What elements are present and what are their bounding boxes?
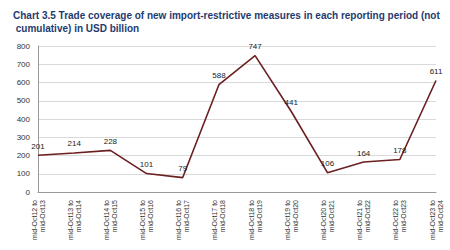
- svg-text:Chart 3.5 Trade coverage of ne: Chart 3.5 Trade coverage of new import-r…: [13, 10, 440, 21]
- svg-text:201: 201: [31, 142, 45, 151]
- svg-text:mid-Oct19: mid-Oct19: [256, 200, 263, 232]
- svg-text:mid-Oct15 to: mid-Oct15 to: [139, 200, 146, 240]
- svg-text:mid-Oct19 to: mid-Oct19 to: [284, 200, 291, 240]
- svg-text:100: 100: [17, 169, 31, 178]
- svg-text:101: 101: [140, 160, 154, 169]
- svg-text:500: 500: [17, 96, 31, 105]
- svg-text:mid-Oct22 to: mid-Oct22 to: [392, 200, 399, 240]
- svg-text:228: 228: [104, 137, 118, 146]
- svg-text:588: 588: [212, 71, 226, 80]
- svg-text:747: 747: [248, 42, 262, 51]
- svg-text:mid-Oct15: mid-Oct15: [111, 200, 118, 232]
- svg-text:200: 200: [17, 151, 31, 160]
- svg-text:441: 441: [285, 98, 299, 107]
- svg-text:mid-Oct20 to: mid-Oct20 to: [320, 200, 327, 240]
- svg-text:mid-Oct24: mid-Oct24: [437, 200, 444, 232]
- svg-text:cumulative) in USD billion: cumulative) in USD billion: [13, 23, 139, 34]
- svg-text:mid-Oct13: mid-Oct13: [39, 200, 46, 232]
- svg-text:300: 300: [17, 133, 31, 142]
- svg-text:mid-Oct12 to: mid-Oct12 to: [31, 200, 38, 240]
- svg-text:mid-Oct20: mid-Oct20: [292, 200, 299, 232]
- svg-text:600: 600: [17, 78, 31, 87]
- svg-text:mid-Oct16: mid-Oct16: [147, 200, 154, 232]
- svg-text:mid-Oct13 to: mid-Oct13 to: [67, 200, 74, 240]
- svg-text:0: 0: [26, 188, 31, 197]
- svg-text:mid-Oct23: mid-Oct23: [400, 200, 407, 232]
- svg-text:mid-Oct23 to: mid-Oct23 to: [429, 200, 436, 240]
- svg-text:79: 79: [178, 164, 187, 173]
- svg-text:mid-Oct22: mid-Oct22: [364, 200, 371, 232]
- svg-text:mid-Oct21 to: mid-Oct21 to: [356, 200, 363, 240]
- svg-text:611: 611: [430, 67, 443, 76]
- svg-text:mid-Oct14 to: mid-Oct14 to: [103, 200, 110, 240]
- svg-text:mid-Oct14: mid-Oct14: [75, 200, 82, 232]
- svg-text:mid-Oct18 to: mid-Oct18 to: [248, 200, 255, 240]
- svg-text:mid-Oct17 to: mid-Oct17 to: [211, 200, 218, 240]
- svg-text:400: 400: [17, 115, 31, 124]
- svg-text:178: 178: [393, 146, 407, 155]
- svg-text:mid-Oct18: mid-Oct18: [219, 200, 226, 232]
- svg-text:164: 164: [357, 149, 371, 158]
- svg-text:700: 700: [17, 60, 31, 69]
- svg-text:214: 214: [68, 139, 82, 148]
- svg-text:mid-Oct21: mid-Oct21: [328, 200, 335, 232]
- svg-text:106: 106: [321, 159, 335, 168]
- svg-text:800: 800: [17, 42, 31, 51]
- svg-text:mid-Oct17: mid-Oct17: [183, 200, 190, 232]
- svg-text:mid-Oct16 to: mid-Oct16 to: [175, 200, 182, 240]
